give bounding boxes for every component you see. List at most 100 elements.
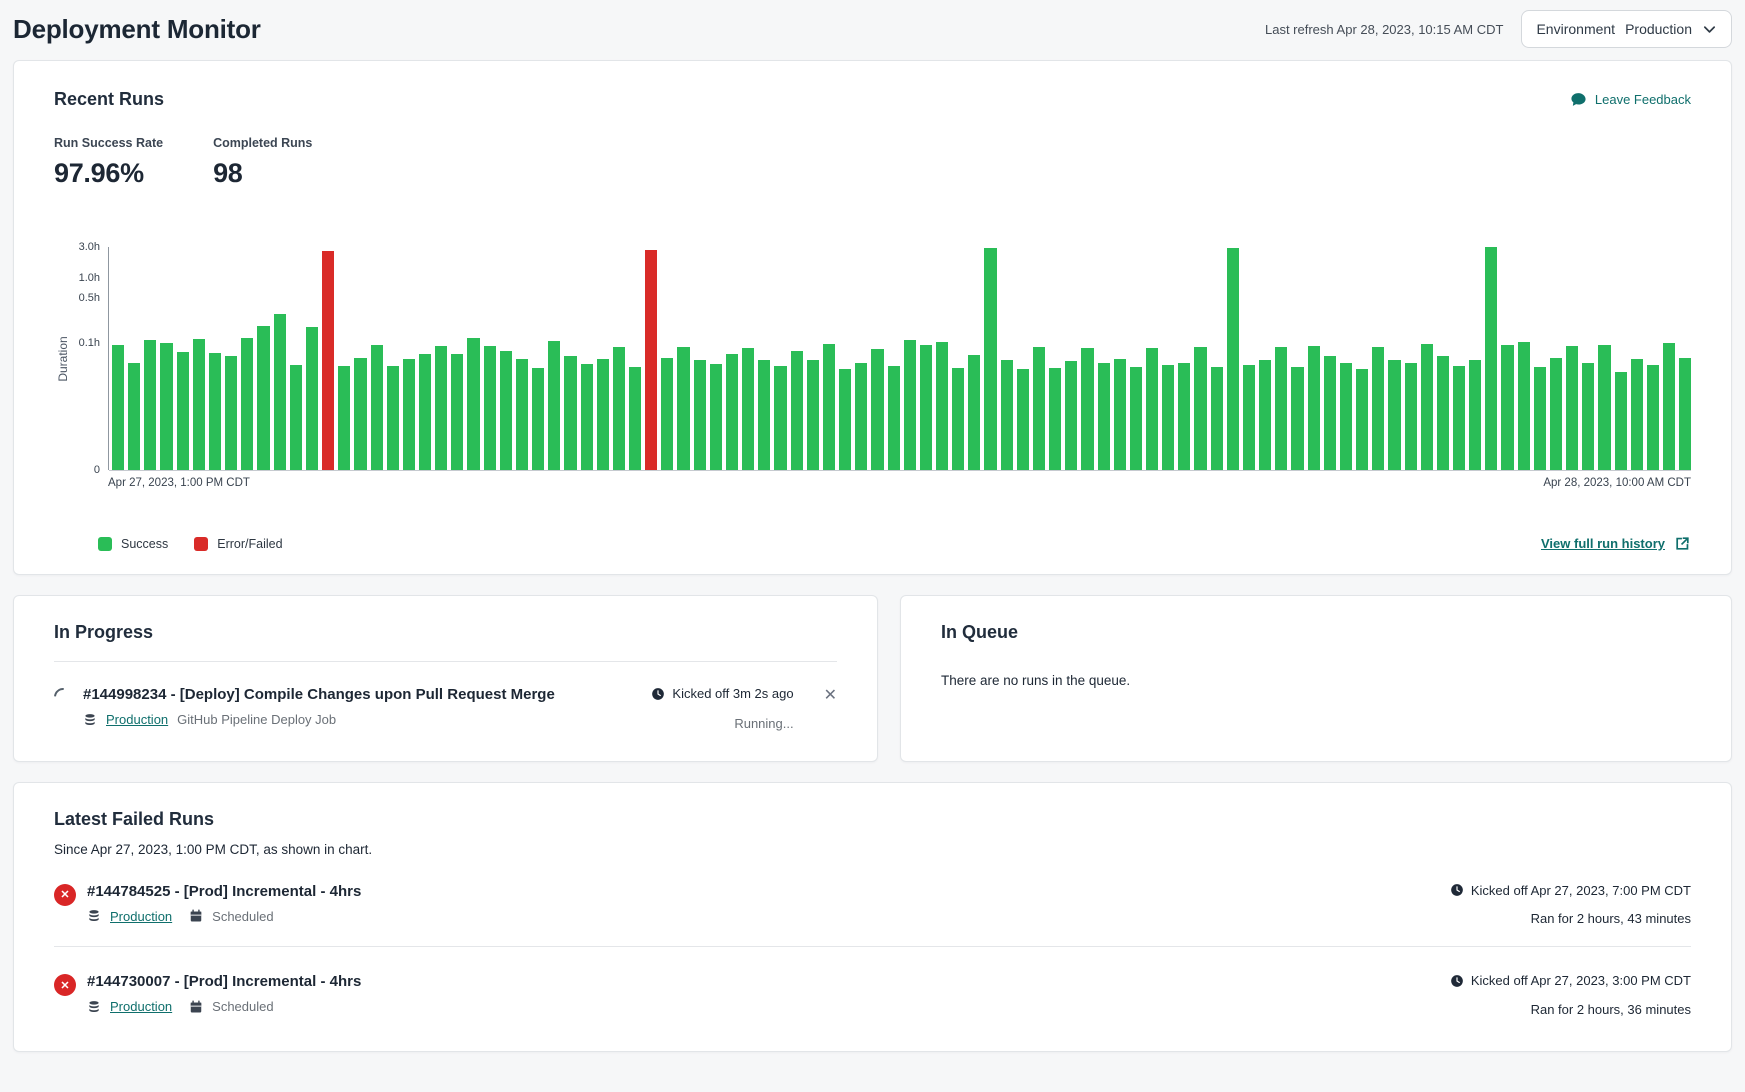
chart-bar-success[interactable] [742,348,754,470]
chart-bar-success[interactable] [1469,360,1481,470]
environment-link[interactable]: Production [110,909,172,924]
chart-bar-success[interactable] [888,366,900,470]
chart-bar-success[interactable] [241,338,253,470]
chart-bar-success[interactable] [1356,369,1368,470]
chart-bar-success[interactable] [1162,365,1174,470]
chart-bar-success[interactable] [984,248,996,470]
chart-bar-success[interactable] [1550,358,1562,470]
chart-bar-success[interactable] [839,369,851,470]
chart-bar-success[interactable] [581,364,593,470]
chart-bar-success[interactable] [306,327,318,470]
chart-bar-success[interactable] [112,345,124,470]
chart-bar-success[interactable] [1001,360,1013,470]
chart-bar-failed[interactable] [645,250,657,470]
chart-bar-success[interactable] [1663,343,1675,470]
chart-bar-success[interactable] [1405,363,1417,470]
chart-bar-success[interactable] [1098,363,1110,470]
chart-bar-success[interactable] [371,345,383,470]
chart-bar-success[interactable] [1582,363,1594,470]
chart-bar-success[interactable] [758,360,770,470]
chart-bar-success[interactable] [791,351,803,470]
chart-bar-success[interactable] [936,342,948,470]
chart-bar-success[interactable] [257,326,269,470]
chart-bar-success[interactable] [1566,346,1578,470]
chart-bar-success[interactable] [774,366,786,470]
chart-bar-success[interactable] [1421,344,1433,470]
chart-bar-success[interactable] [1178,363,1190,470]
chart-bar-success[interactable] [1227,248,1239,470]
chart-bar-success[interactable] [1308,346,1320,470]
chart-bar-success[interactable] [516,359,528,470]
chart-bar-success[interactable] [500,351,512,470]
chart-bar-success[interactable] [354,358,366,470]
chart-bar-success[interactable] [1291,367,1303,470]
chart-bar-success[interactable] [1598,345,1610,470]
chart-bar-success[interactable] [548,341,560,470]
chart-bar-success[interactable] [823,344,835,470]
chart-bar-success[interactable] [1275,347,1287,470]
chart-bar-success[interactable] [1146,348,1158,470]
chart-bar-success[interactable] [1243,365,1255,470]
environment-link[interactable]: Production [106,712,168,727]
chart-bar-success[interactable] [677,347,689,470]
chart-bar-success[interactable] [871,349,883,470]
chart-bar-success[interactable] [1501,345,1513,470]
chart-bar-success[interactable] [710,364,722,470]
chart-bar-success[interactable] [1065,361,1077,470]
leave-feedback-link[interactable]: Leave Feedback [1570,91,1691,108]
chart-bar-success[interactable] [1372,347,1384,470]
chart-bar-success[interactable] [613,347,625,470]
environment-dropdown[interactable]: Environment Production [1521,10,1732,48]
chart-bar-success[interactable] [1679,358,1691,470]
chart-bar-success[interactable] [661,358,673,470]
chart-bar-success[interactable] [144,340,156,470]
chart-bar-success[interactable] [952,368,964,470]
chart-bar-success[interactable] [855,363,867,470]
chart-bar-success[interactable] [629,367,641,470]
chart-bar-success[interactable] [1534,367,1546,470]
chart-bar-success[interactable] [597,359,609,470]
close-icon[interactable]: ✕ [824,688,837,731]
chart-bar-success[interactable] [290,365,302,470]
chart-bar-success[interactable] [419,354,431,470]
chart-bar-success[interactable] [1340,363,1352,470]
chart-bar-success[interactable] [968,355,980,470]
chart-bar-success[interactable] [1130,367,1142,470]
chart-bar-success[interactable] [435,346,447,470]
chart-bar-success[interactable] [726,354,738,470]
chart-bar-success[interactable] [1388,360,1400,470]
chart-bar-success[interactable] [484,346,496,470]
chart-bar-success[interactable] [177,352,189,470]
chart-bar-success[interactable] [193,339,205,470]
chart-bar-success[interactable] [1033,347,1045,470]
chart-bar-success[interactable] [1211,367,1223,470]
chart-bar-success[interactable] [1647,365,1659,470]
chart-bar-success[interactable] [694,360,706,470]
chart-bar-success[interactable] [1259,360,1271,470]
chart-bar-success[interactable] [1049,368,1061,470]
chart-bar-success[interactable] [1437,356,1449,470]
chart-bar-success[interactable] [225,356,237,470]
chart-bar-success[interactable] [387,366,399,470]
chart-bar-success[interactable] [128,363,140,470]
chart-bar-success[interactable] [274,314,286,470]
chart-bar-success[interactable] [403,359,415,470]
chart-bar-success[interactable] [1453,366,1465,470]
chart-bar-success[interactable] [1518,342,1530,470]
chart-bar-success[interactable] [807,360,819,470]
chart-bar-success[interactable] [564,356,576,470]
chart-bar-success[interactable] [1631,359,1643,470]
chart-bar-success[interactable] [451,354,463,470]
chart-bar-failed[interactable] [322,251,334,470]
environment-link[interactable]: Production [110,999,172,1014]
chart-bar-success[interactable] [1017,369,1029,470]
chart-bar-success[interactable] [467,338,479,470]
chart-bar-success[interactable] [904,340,916,470]
chart-bar-success[interactable] [1114,359,1126,470]
chart-bar-success[interactable] [1194,347,1206,470]
chart-bar-success[interactable] [1485,247,1497,470]
view-full-run-history-link[interactable]: View full run history [1541,535,1691,552]
chart-bar-success[interactable] [532,368,544,470]
chart-bar-success[interactable] [338,366,350,470]
chart-bar-success[interactable] [160,343,172,470]
